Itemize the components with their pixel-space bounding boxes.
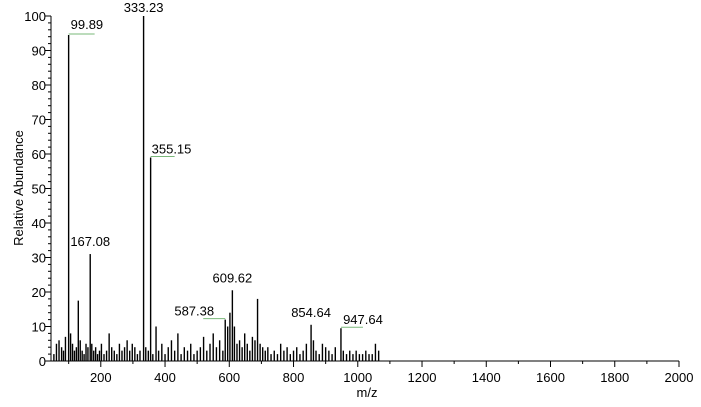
- y-axis-title: Relative Abundance: [11, 130, 26, 246]
- plot-area: 0 10 20 30 40 50 60 70 80 90 100 200 400 600 800 1000 12…: [24, 0, 693, 385]
- y-tick-label: 60: [32, 147, 46, 162]
- y-tick-label: 50: [32, 182, 46, 197]
- peak-label: 355.15: [152, 141, 192, 156]
- x-tick-label: 600: [218, 370, 240, 385]
- y-tick-label: 90: [32, 44, 46, 59]
- y-tick-label: 40: [32, 216, 46, 231]
- y-tick-label: 30: [32, 251, 46, 266]
- y-tick-label: 100: [24, 9, 46, 24]
- peak-label: 587.38: [174, 304, 214, 319]
- y-tick-label: 70: [32, 113, 46, 128]
- peak-label: 167.08: [70, 234, 110, 249]
- y-tick-label: 0: [39, 354, 46, 369]
- x-axis-title: m/z: [357, 385, 378, 400]
- x-tick-label: 200: [90, 370, 112, 385]
- peak-label: 609.62: [212, 270, 252, 285]
- peak-label: 854.64: [291, 305, 331, 320]
- x-tick-label: 1000: [343, 370, 372, 385]
- peak-label: 333.23: [124, 0, 164, 15]
- x-tick-label: 400: [154, 370, 176, 385]
- y-tick-label: 10: [32, 320, 46, 335]
- x-tick-label: 1600: [536, 370, 565, 385]
- x-tick-label: 2000: [665, 370, 694, 385]
- x-tick-label: 1200: [408, 370, 437, 385]
- x-tick-label: 1800: [600, 370, 629, 385]
- x-tick-label: 800: [283, 370, 305, 385]
- peak-label: 99.89: [71, 17, 104, 32]
- peak-label: 947.64: [343, 312, 383, 327]
- y-tick-label: 80: [32, 78, 46, 93]
- x-tick-label: 1400: [472, 370, 501, 385]
- y-tick-label: 20: [32, 285, 46, 300]
